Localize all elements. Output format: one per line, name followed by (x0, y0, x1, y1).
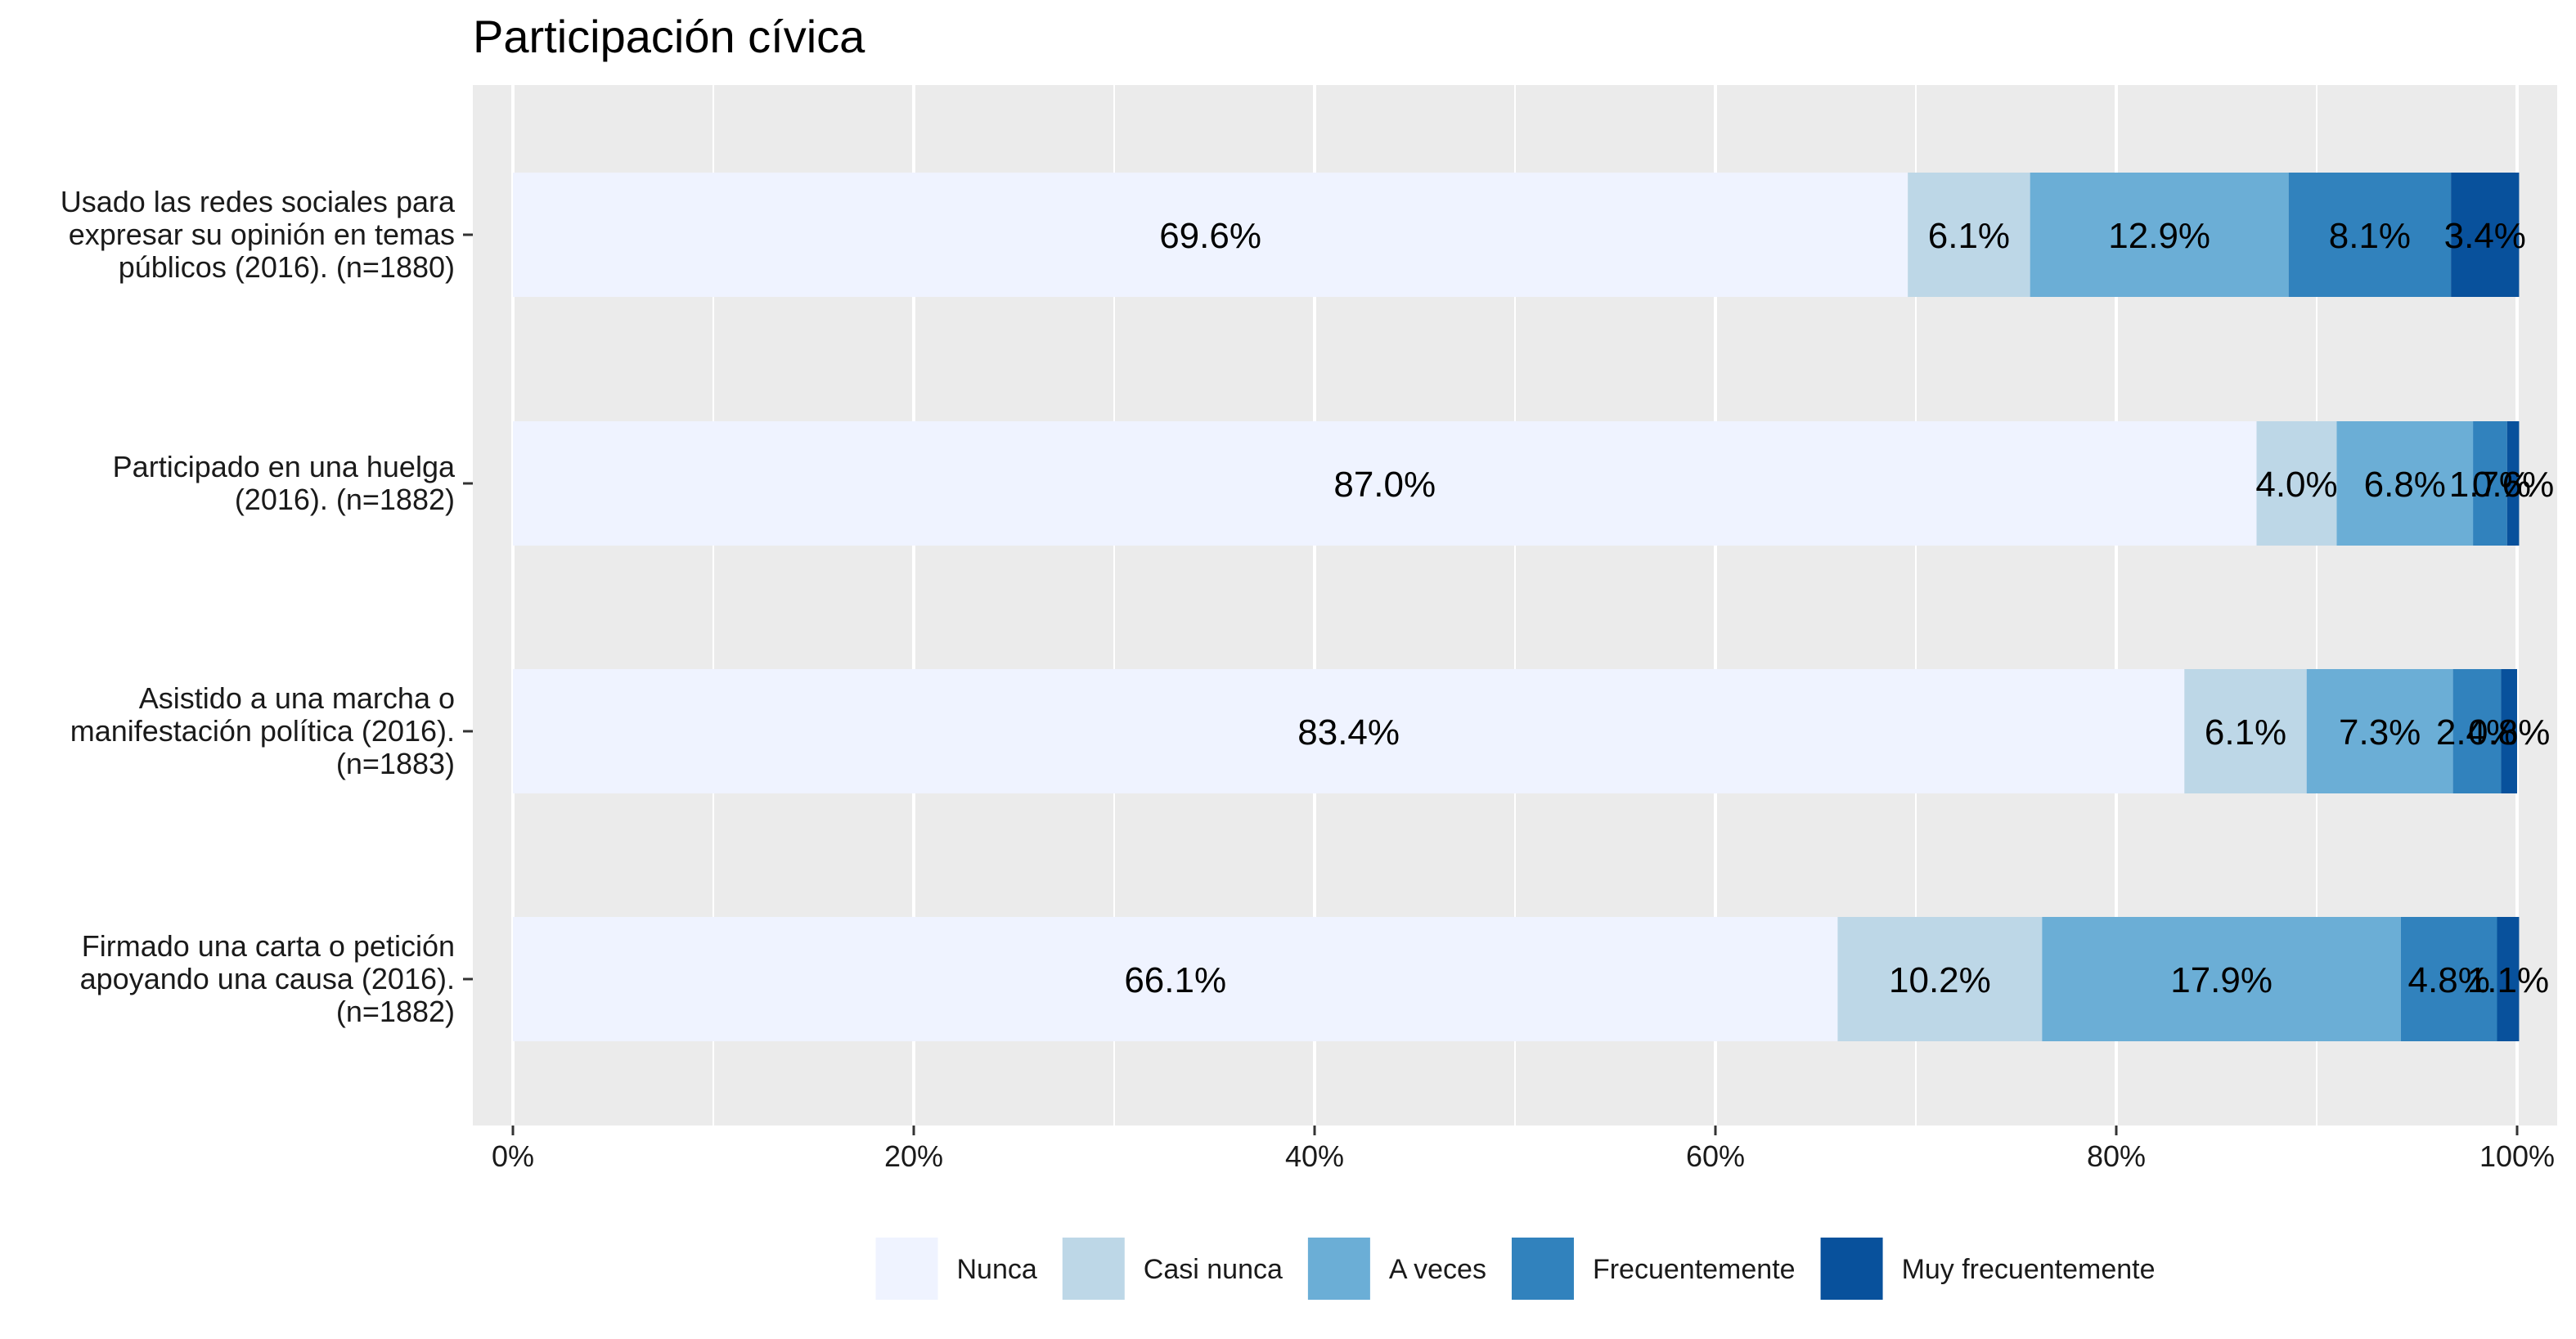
data-label: 1.1% (2467, 960, 2549, 1000)
bar-segment (2452, 669, 2502, 793)
data-label: 69.6% (1159, 216, 1261, 256)
bar-segment (2473, 421, 2507, 546)
data-label: 0.6% (2472, 465, 2554, 505)
data-label: 3.4% (2444, 216, 2526, 256)
legend-item: Frecuentemente (1509, 1236, 1796, 1301)
data-label: 10.2% (1889, 960, 1991, 1000)
category-label-line: Asistido a una marcha o (139, 681, 455, 715)
bar-segment (2306, 669, 2453, 793)
bar-segment (1837, 917, 2043, 1041)
category-label-line: Usado las redes sociales para (61, 185, 456, 218)
legend-key (1818, 1236, 1885, 1301)
x-tick-label: 20% (884, 1139, 943, 1173)
category-label-line: públicos (2016). (n=1880) (119, 250, 455, 284)
data-label: 6.1% (1928, 216, 2010, 256)
category-label-line: (n=1882) (336, 995, 455, 1028)
legend-label: Muy frecuentemente (1902, 1254, 2156, 1285)
category-label-line: Firmado una carta o petición (82, 929, 455, 963)
legend-item: Muy frecuentemente (1818, 1236, 2156, 1301)
bar-segment (513, 173, 1908, 297)
bar-segment (2288, 173, 2452, 297)
data-labels-layer: 69.6% 6.1% 12.9% 8.1% 3.4%87.0% 4.0% 6.8% 1.7%0… (1124, 216, 2554, 1000)
legend-label: Frecuentemente (1593, 1254, 1796, 1285)
data-label: 87.0% (1333, 465, 1436, 505)
legend-label: Casi nunca (1144, 1254, 1283, 1285)
x-tick-label: 80% (2087, 1139, 2146, 1173)
bar-segment (2400, 917, 2497, 1041)
data-label: 6.8% (2364, 465, 2446, 505)
data-label: 2.4% (2436, 712, 2518, 753)
legend: Nunca Casi nunca A veces Frecuentemente Muy … (874, 1236, 2156, 1301)
data-label: 7.3% (2339, 712, 2421, 753)
bar-segment (513, 669, 2185, 793)
bar-segment (2497, 917, 2520, 1041)
category-label-line: apoyando una causa (2016). (80, 962, 455, 995)
legend-key (1306, 1236, 1372, 1301)
bar-segment (2030, 173, 2289, 297)
bar-segment (2256, 421, 2337, 546)
legend-item: A veces (1306, 1236, 1486, 1301)
legend-label: Nunca (957, 1254, 1037, 1285)
x-tick-label: 60% (1686, 1139, 1745, 1173)
category-label-line: expresar su opinión en temas (69, 218, 455, 251)
data-label: 83.4% (1297, 712, 1400, 753)
bar-segment (2506, 421, 2520, 546)
bar-segment (2451, 173, 2520, 297)
x-tick-label: 0% (492, 1139, 534, 1173)
bar-segment (1908, 173, 2030, 297)
legend-key (874, 1236, 940, 1301)
bars-layer (513, 173, 2520, 1041)
data-label: 8.1% (2329, 216, 2411, 256)
category-label-line: manifestación política (2016). (70, 714, 455, 748)
category-label: Participado en una huelga(2016). (n=1882… (113, 450, 456, 516)
bar-segment (2336, 421, 2474, 546)
data-label: 0.8% (2468, 712, 2550, 753)
bar-segment (2042, 917, 2401, 1041)
chart-title: Participación cívica (473, 11, 865, 62)
x-tick-label: 100% (2479, 1139, 2555, 1173)
data-label: 4.0% (2255, 465, 2337, 505)
data-label: 66.1% (1124, 960, 1226, 1000)
category-label-line: (2016). (n=1882) (235, 483, 455, 516)
x-tick-label: 40% (1285, 1139, 1344, 1173)
data-label: 1.7% (2449, 465, 2531, 505)
legend-item: Casi nunca (1060, 1236, 1283, 1301)
data-label: 17.9% (2170, 960, 2273, 1000)
legend-label: A veces (1389, 1254, 1486, 1285)
legend-item: Nunca (874, 1236, 1037, 1301)
category-label-line: Participado en una huelga (113, 450, 456, 483)
data-label: 12.9% (2108, 216, 2210, 256)
legend-key (1509, 1236, 1576, 1301)
data-label: 6.1% (2205, 712, 2286, 753)
bar-segment (2184, 669, 2307, 793)
bar-segment (513, 917, 1838, 1041)
bar-segment (513, 421, 2257, 546)
category-label-line: (n=1883) (336, 747, 455, 780)
legend-key (1060, 1236, 1126, 1301)
data-label: 4.8% (2408, 960, 2490, 1000)
bar-segment (2501, 669, 2517, 793)
